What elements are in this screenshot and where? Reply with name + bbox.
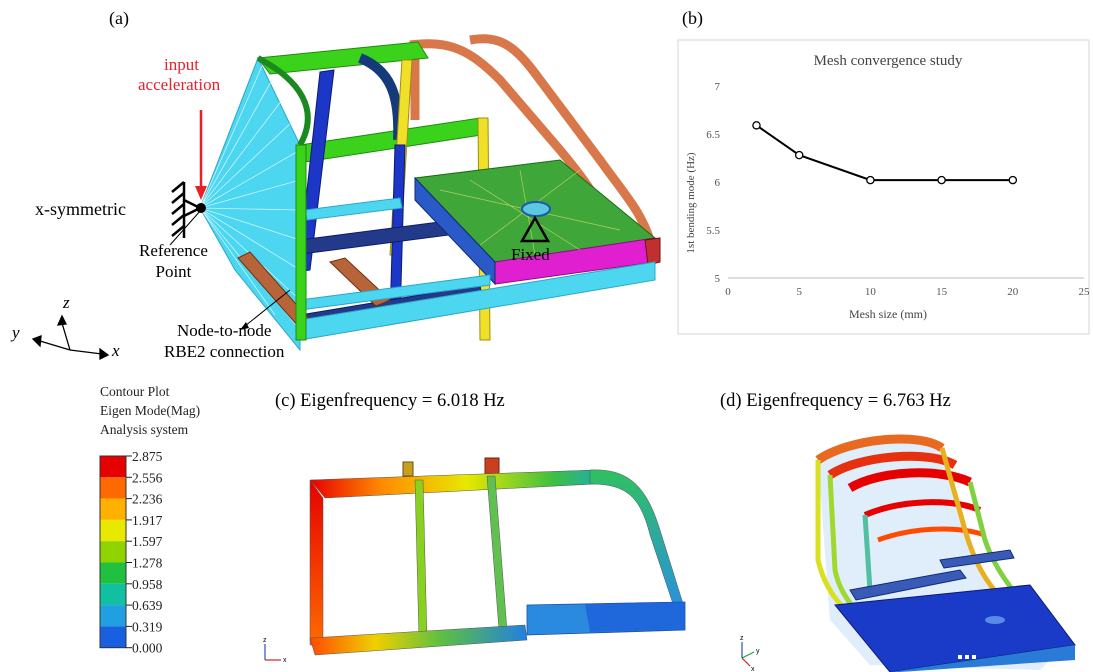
y-tick-label: 6 <box>715 177 721 189</box>
legend-swatch <box>100 605 126 627</box>
triad-c-x: x <box>283 657 287 664</box>
axis-triad <box>31 314 110 361</box>
triad-c-z: z <box>263 637 267 644</box>
triad-c <box>264 644 281 661</box>
legend-value: 2.236 <box>132 492 163 507</box>
input-acceleration-arrow <box>195 110 207 200</box>
rbe2-leader <box>239 289 291 331</box>
axis-z-label: z <box>63 293 70 312</box>
x-tick-label: 5 <box>796 286 802 298</box>
legend-value: 1.917 <box>132 513 163 528</box>
node-to-node-label: Node-to-node <box>176 321 272 340</box>
symmetry-support <box>171 181 201 238</box>
axis-y-label: y <box>12 323 20 342</box>
legend-value: 0.319 <box>132 619 163 634</box>
panel-a-label: (a) <box>109 8 129 28</box>
legend-swatch <box>100 456 126 478</box>
legend-title-line1: Contour Plot <box>100 384 170 399</box>
legend-title-line2: Eigen Mode(Mag) <box>100 403 201 418</box>
input-label: input <box>164 55 199 74</box>
reference-point-marker <box>196 203 206 213</box>
legend-swatch <box>100 519 126 542</box>
legend-value: 1.278 <box>132 556 163 571</box>
chassis-model-figure <box>31 34 661 361</box>
panel-b-label: (b) <box>682 8 703 28</box>
legend-swatch <box>100 541 126 563</box>
legend-value: 0.958 <box>132 577 163 592</box>
legend-value: 2.875 <box>132 452 163 464</box>
mesh-convergence-chart: Mesh convergence study 0 5 10 15 20 2555.566.… <box>677 39 1091 335</box>
axis-x-label: x <box>112 341 120 360</box>
x-tick-label: 20 <box>1007 286 1019 298</box>
data-point <box>752 121 761 130</box>
fixed-label: Fixed <box>511 245 550 264</box>
acceleration-label: acceleration <box>138 75 221 94</box>
data-point <box>794 150 804 160</box>
legend-swatch <box>100 562 126 584</box>
data-point <box>1008 175 1018 185</box>
rbe2-connection-label: RBE2 connection <box>164 342 285 361</box>
mode-shape-d: z y x <box>740 434 1076 672</box>
mode-shape-c: z x <box>263 457 686 664</box>
y-axis-label: 1st bending mode (Hz) <box>685 152 697 253</box>
y-tick-label: 5.5 <box>706 225 720 237</box>
x-tick-label: 10 <box>865 286 877 298</box>
legend-swatch <box>100 477 126 499</box>
legend-frame <box>99 455 127 649</box>
y-tick-label: 6.5 <box>706 129 720 141</box>
fixed-support-icon <box>519 215 551 243</box>
triad-d-z: z <box>740 635 744 642</box>
triad-d <box>741 642 755 667</box>
x-axis-label: Mesh size (mm) <box>849 307 927 321</box>
legend-swatch <box>100 583 126 606</box>
reference-leader <box>169 209 202 246</box>
triad-d-x: x <box>751 666 755 672</box>
reference-label: Reference <box>139 241 208 260</box>
y-tick-label: 5 <box>715 273 721 285</box>
x-symmetric-label: x-symmetric <box>35 199 126 219</box>
data-point <box>866 175 875 185</box>
x-tick-label: 15 <box>936 286 948 298</box>
contour-legend: 2.875 2.556 2.236 1.917 1.597 1.278 0.958 0.639… <box>99 452 163 656</box>
x-tick-label: 25 <box>1079 286 1091 298</box>
data-point <box>937 175 946 185</box>
floor-plate <box>413 159 661 286</box>
legend-title-line3: Analysis system <box>100 422 189 437</box>
legend-value: 1.597 <box>132 534 163 549</box>
chart-title: Mesh convergence study <box>814 53 963 69</box>
legend-value: 0.639 <box>132 598 163 613</box>
triad-d-y: y <box>756 648 760 655</box>
legend-swatch <box>100 626 126 648</box>
point-label: Point <box>155 262 192 281</box>
y-tick-label: 7 <box>715 81 721 93</box>
legend-value: 2.556 <box>132 470 163 485</box>
panel-c-caption: (c) Eigenfrequency = 6.018 Hz <box>275 391 505 411</box>
chart-border <box>677 39 1090 335</box>
x-tick-label: 0 <box>725 286 731 298</box>
bottom-rails <box>295 144 656 341</box>
rbe2-spider <box>199 56 301 352</box>
legend-value: 0.000 <box>132 641 163 656</box>
legend-swatch <box>100 498 126 520</box>
panel-d-caption: (d) Eigenfrequency = 6.763 Hz <box>720 391 951 411</box>
